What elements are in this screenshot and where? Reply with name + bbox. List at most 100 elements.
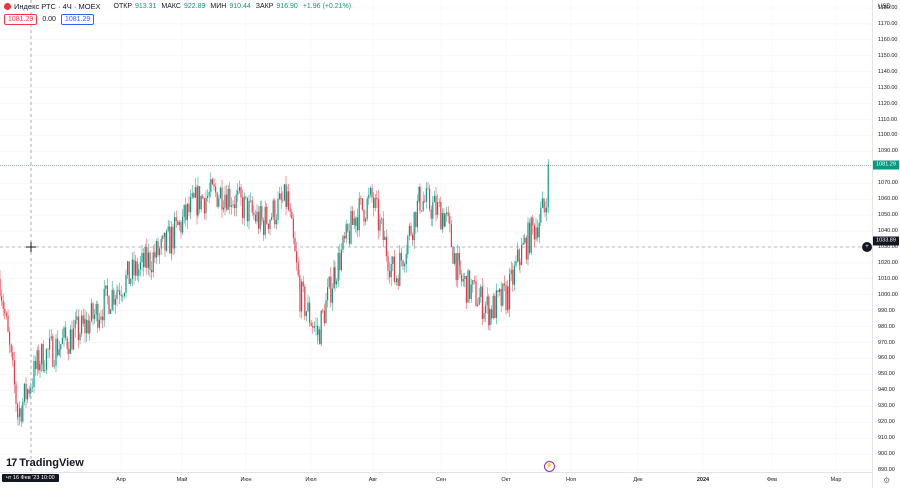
sell-button[interactable]: 1081.29	[4, 14, 38, 25]
price-chart[interactable]	[0, 0, 872, 472]
candle-body	[538, 222, 540, 238]
candle-body	[219, 187, 221, 199]
candle-body	[413, 212, 415, 241]
buy-button[interactable]: 1081.29	[60, 14, 95, 25]
candle-body	[330, 276, 332, 303]
candle-body	[136, 261, 138, 276]
candle-body	[253, 212, 255, 215]
candle-body	[486, 296, 488, 306]
price-tick-label: 980.00	[878, 323, 895, 330]
time-axis[interactable]: Апр Май Июн Июл Авг Сен Окт Ноя Дек 2024 Фев Мар	[0, 472, 872, 489]
candle-body	[521, 244, 523, 265]
candle-body	[527, 222, 529, 260]
candle-body	[525, 237, 527, 260]
candle-body	[418, 186, 420, 202]
candle-body	[310, 322, 312, 326]
candle-body	[503, 283, 505, 286]
candle-body	[175, 217, 177, 222]
candle-body	[470, 284, 472, 299]
candle-body	[292, 218, 294, 239]
candle-body	[389, 270, 391, 278]
candle-body	[478, 296, 480, 305]
candle-body	[313, 326, 315, 328]
candle-body	[230, 205, 232, 207]
candle-body	[441, 212, 443, 230]
candle-body	[524, 237, 526, 243]
candle-body	[205, 197, 207, 214]
candle-body	[379, 219, 381, 231]
candle-body	[464, 275, 466, 279]
candle-body	[419, 186, 421, 211]
plus-icon[interactable]: +	[862, 242, 872, 252]
candle-body	[369, 188, 371, 195]
candle-body	[232, 204, 234, 206]
candle-body	[191, 193, 193, 198]
candle-body	[275, 219, 277, 225]
candle-body	[443, 212, 445, 227]
price-tick-label: 1000.00	[878, 291, 898, 298]
candle-body	[95, 304, 97, 315]
candle-body	[207, 195, 209, 198]
candles	[0, 159, 549, 427]
candle-body	[410, 225, 412, 235]
symbol-title[interactable]: Индекс РТС · 4Ч · MOEX	[14, 2, 101, 11]
price-tick-label: 1050.00	[878, 212, 898, 219]
candle-body	[509, 274, 511, 310]
candle-body	[328, 276, 330, 288]
candle-body	[188, 203, 190, 213]
price-tick-label: 1060.00	[878, 196, 898, 203]
candle-body	[135, 261, 137, 276]
candle-body	[288, 191, 290, 210]
candle-body	[267, 223, 269, 230]
candle-body	[190, 197, 192, 213]
change-value: +1.96 (+0.21%)	[302, 3, 352, 10]
candle-body	[353, 218, 355, 225]
candle-body	[305, 311, 307, 316]
candle-body	[194, 187, 196, 198]
gear-icon[interactable]: ⚙	[883, 476, 891, 485]
candle-body	[146, 247, 148, 268]
lightning-icon[interactable]: ⚡	[544, 461, 555, 472]
candle-body	[446, 212, 448, 215]
candle-body	[492, 295, 494, 319]
candle-body	[63, 327, 65, 338]
candle-body	[340, 249, 342, 271]
candle-body	[529, 222, 531, 253]
price-tick-label: 920.00	[878, 419, 895, 426]
tradingview-logo[interactable]: 17 TradingView	[6, 457, 84, 469]
candle-body	[49, 338, 51, 350]
candle-body	[510, 269, 512, 275]
candle-body	[50, 336, 52, 339]
tradingview-logo-text: TradingView	[19, 457, 84, 469]
candle-body	[23, 383, 25, 402]
candle-body	[73, 328, 75, 350]
price-tick-label: 1040.00	[878, 228, 898, 235]
symbol-legend[interactable]: Индекс РТС · 4Ч · MOEX ОТКР 913.31 МАКС …	[4, 2, 351, 11]
candle-body	[495, 290, 497, 318]
candle-body	[277, 198, 279, 220]
candle-body	[394, 281, 396, 283]
candle-body	[286, 191, 288, 207]
candle-body	[211, 179, 213, 185]
candle-body	[2, 301, 4, 309]
candle-body	[128, 261, 130, 284]
candle-body	[71, 329, 73, 350]
currency-selector[interactable]: USD	[878, 4, 891, 10]
candle-body	[421, 210, 423, 212]
chart-grid	[0, 0, 872, 472]
candle-body	[238, 187, 240, 192]
candle-body	[269, 219, 271, 230]
candle-body	[333, 267, 335, 289]
candle-body	[19, 408, 21, 417]
candle-body	[307, 302, 309, 312]
candle-body	[89, 320, 91, 334]
candle-body	[7, 315, 9, 332]
candle-body	[47, 349, 49, 350]
price-axis[interactable]: USD 1180.00 1170.00 1160.00 1150.00 1140.00 1…	[872, 0, 900, 488]
candle-body	[272, 200, 274, 218]
price-tick-label: 910.00	[878, 435, 895, 442]
price-tick-label: 890.00	[878, 467, 895, 473]
candle-body	[10, 344, 12, 353]
candle-body	[400, 252, 402, 261]
candle-body	[282, 200, 284, 201]
